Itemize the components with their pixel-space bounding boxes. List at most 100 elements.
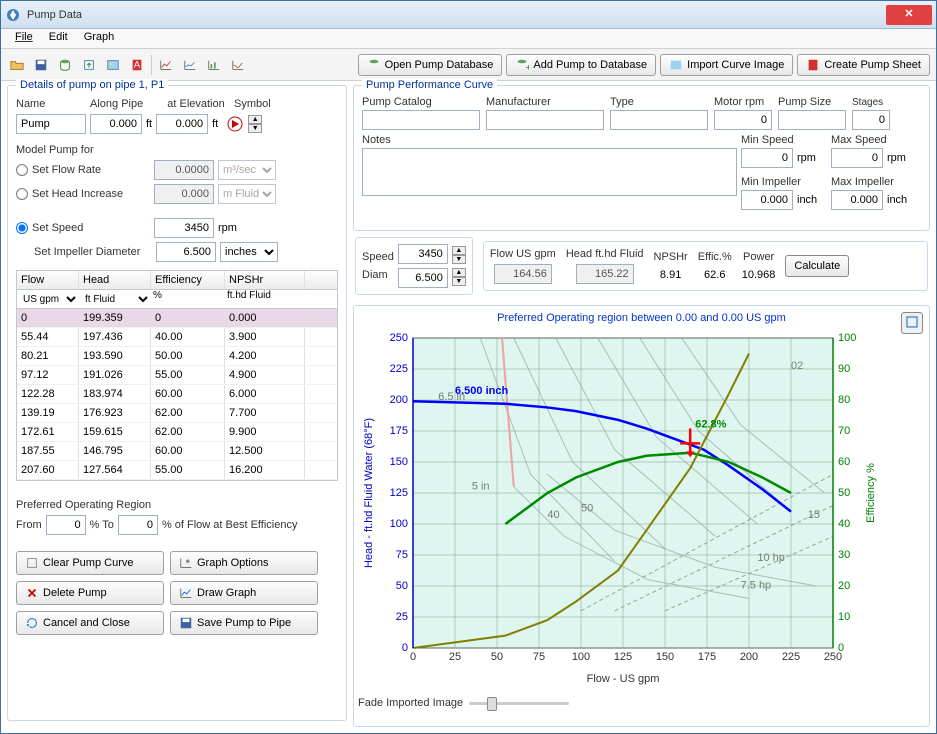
export-icon[interactable] bbox=[79, 55, 99, 75]
close-button[interactable]: ✕ bbox=[886, 5, 932, 25]
stages-input[interactable] bbox=[852, 110, 890, 130]
chart-expand-button[interactable] bbox=[901, 312, 923, 334]
import-image-icon[interactable] bbox=[103, 55, 123, 75]
pdf-icon[interactable]: A bbox=[127, 55, 147, 75]
app-icon bbox=[5, 7, 21, 23]
toolbar: A Open Pump Database +Add Pump to Databa… bbox=[1, 49, 936, 81]
motor-rpm-input[interactable] bbox=[714, 110, 772, 130]
power-value: 10.968 bbox=[742, 269, 776, 281]
set-head-label: Set Head Increase bbox=[32, 188, 150, 200]
svg-text:50: 50 bbox=[396, 580, 408, 592]
calc-flow-out bbox=[494, 264, 552, 284]
svg-text:02: 02 bbox=[791, 360, 803, 372]
diam-stepper[interactable]: ▲▼ bbox=[452, 268, 466, 286]
pump-size-input[interactable] bbox=[778, 110, 846, 130]
menu-graph[interactable]: Graph bbox=[76, 29, 123, 48]
cancel-close-button[interactable]: Cancel and Close bbox=[16, 611, 164, 635]
impeller-unit-select[interactable]: inches bbox=[220, 242, 278, 262]
db-icon[interactable] bbox=[55, 55, 75, 75]
perf-curve-title: Pump Performance Curve bbox=[362, 79, 497, 91]
svg-text:60: 60 bbox=[838, 456, 850, 468]
details-group-title: Details of pump on pipe 1, P1 bbox=[16, 79, 168, 91]
calc-diam-input[interactable] bbox=[398, 268, 448, 288]
pref-from-input[interactable] bbox=[46, 515, 86, 535]
pump-data-window: Pump Data ✕ File Edit Graph A Open Pump … bbox=[0, 0, 937, 734]
speed-input[interactable] bbox=[154, 218, 214, 238]
chart-icon-3[interactable] bbox=[204, 55, 224, 75]
table-row[interactable]: 207.60127.56455.0016.200 bbox=[17, 461, 337, 480]
max-imp-input[interactable] bbox=[831, 190, 883, 210]
save-icon[interactable] bbox=[31, 55, 51, 75]
svg-text:50: 50 bbox=[838, 487, 850, 499]
clear-curve-button[interactable]: Clear Pump Curve bbox=[16, 551, 164, 575]
set-head-radio[interactable] bbox=[16, 188, 28, 200]
type-input[interactable] bbox=[610, 110, 708, 130]
set-flow-radio[interactable] bbox=[16, 164, 28, 176]
along-pipe-input[interactable] bbox=[90, 114, 142, 134]
svg-text:10 hp: 10 hp bbox=[757, 552, 785, 564]
notes-input[interactable] bbox=[362, 148, 737, 196]
at-elev-label: at Elevation bbox=[162, 98, 230, 110]
chart-icon-1[interactable] bbox=[156, 55, 176, 75]
titlebar: Pump Data ✕ bbox=[1, 1, 936, 29]
pref-region-label: Preferred Operating Region bbox=[16, 499, 151, 511]
table-row[interactable]: 139.19176.92362.007.700 bbox=[17, 404, 337, 423]
min-imp-input[interactable] bbox=[741, 190, 793, 210]
svg-text:0: 0 bbox=[838, 642, 844, 654]
flow-unit-dd[interactable]: US gpm bbox=[17, 290, 79, 308]
svg-text:225: 225 bbox=[782, 651, 800, 663]
table-row[interactable]: 55.44197.43640.003.900 bbox=[17, 328, 337, 347]
head-unit-dd[interactable]: ft Fluid bbox=[79, 290, 151, 308]
menu-edit[interactable]: Edit bbox=[41, 29, 76, 48]
impeller-input[interactable] bbox=[156, 242, 216, 262]
svg-text:25: 25 bbox=[449, 651, 461, 663]
max-speed-input[interactable] bbox=[831, 148, 883, 168]
svg-text:50: 50 bbox=[491, 651, 503, 663]
table-row[interactable]: 80.21193.59050.004.200 bbox=[17, 347, 337, 366]
open-folder-icon[interactable] bbox=[7, 55, 27, 75]
calculate-button[interactable]: Calculate bbox=[785, 255, 849, 277]
svg-text:30: 30 bbox=[838, 549, 850, 561]
symbol-stepper[interactable]: ▲▼ bbox=[248, 115, 262, 133]
add-pump-db-button[interactable]: +Add Pump to Database bbox=[506, 54, 656, 76]
calc-speed-input[interactable] bbox=[398, 244, 448, 264]
save-pump-button[interactable]: Save Pump to Pipe bbox=[170, 611, 318, 635]
chart-icon-2[interactable] bbox=[180, 55, 200, 75]
catalog-input[interactable] bbox=[362, 110, 480, 130]
draw-graph-button[interactable]: Draw Graph bbox=[170, 581, 318, 605]
svg-text:125: 125 bbox=[390, 487, 408, 499]
pref-to-input[interactable] bbox=[118, 515, 158, 535]
manufacturer-input[interactable] bbox=[486, 110, 604, 130]
table-row[interactable]: 172.61159.61562.009.900 bbox=[17, 423, 337, 442]
svg-text:40: 40 bbox=[838, 518, 850, 530]
name-input[interactable] bbox=[16, 114, 86, 134]
svg-text:62.8%: 62.8% bbox=[695, 418, 726, 430]
calc-head-out bbox=[576, 264, 634, 284]
impeller-label: Set Impeller Diameter bbox=[34, 246, 152, 258]
table-row[interactable]: 122.28183.97460.006.000 bbox=[17, 385, 337, 404]
at-elev-input[interactable] bbox=[156, 114, 208, 134]
min-speed-input[interactable] bbox=[741, 148, 793, 168]
table-row[interactable]: 97.12191.02655.004.900 bbox=[17, 366, 337, 385]
speed-stepper[interactable]: ▲▼ bbox=[452, 246, 466, 264]
chart-icon-4[interactable] bbox=[228, 55, 248, 75]
create-sheet-button[interactable]: Create Pump Sheet bbox=[797, 54, 930, 76]
symbol-label: Symbol bbox=[234, 98, 274, 110]
table-row[interactable]: 0199.35900.000 bbox=[17, 309, 337, 328]
chart-title: Preferred Operating region between 0.00 … bbox=[358, 312, 925, 324]
menu-file[interactable]: File bbox=[7, 29, 41, 48]
svg-text:10: 10 bbox=[838, 611, 850, 623]
svg-text:+: + bbox=[526, 62, 530, 72]
import-curve-button[interactable]: Import Curve Image bbox=[660, 54, 793, 76]
set-speed-radio[interactable] bbox=[16, 222, 28, 234]
window-title: Pump Data bbox=[27, 9, 886, 21]
delete-pump-button[interactable]: Delete Pump bbox=[16, 581, 164, 605]
table-row[interactable]: 187.55146.79560.0012.500 bbox=[17, 442, 337, 461]
open-pump-db-button[interactable]: Open Pump Database bbox=[358, 54, 503, 76]
svg-text:150: 150 bbox=[656, 651, 674, 663]
chart-panel: Preferred Operating region between 0.00 … bbox=[353, 305, 930, 727]
pump-symbol-icon[interactable] bbox=[226, 115, 244, 133]
graph-options-button[interactable]: Graph Options bbox=[170, 551, 318, 575]
fade-slider[interactable] bbox=[469, 695, 569, 711]
svg-text:6.5 in: 6.5 in bbox=[438, 391, 465, 403]
